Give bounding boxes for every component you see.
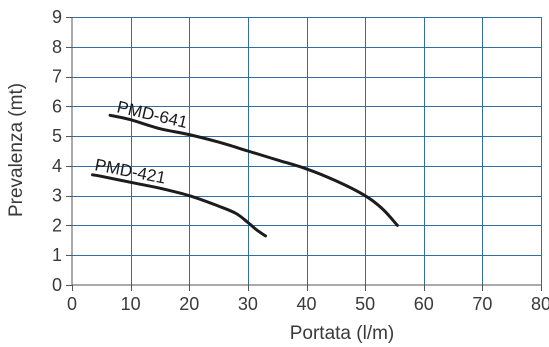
x-tick-label-50: 50 [355,294,375,314]
x-tick-label-20: 20 [179,294,199,314]
x-tick-label-80: 80 [531,294,549,314]
x-tick-label-30: 30 [238,294,258,314]
series-labels: PMD-641 PMD-421 [93,97,189,187]
y-tick-label-1: 1 [52,245,62,265]
y-tick-label-3: 3 [52,186,62,206]
x-tick-label-60: 60 [414,294,434,314]
series-line-pmd-641 [108,113,399,227]
x-tick-label-70: 70 [472,294,492,314]
x-axis-title: Portata (l/m) [290,323,395,344]
series-line-pmd-421 [91,173,267,238]
tick-labels: 0 10 20 30 40 50 60 70 80 0 1 2 3 4 5 6 7 8 9 [52,7,549,314]
grid [72,17,542,285]
y-tick-label-5: 5 [52,126,62,146]
axes [71,17,541,286]
x-tick-label-0: 0 [67,294,77,314]
y-tick-label-2: 2 [52,215,62,235]
y-tick-label-6: 6 [52,96,62,116]
y-tick-label-7: 7 [52,67,62,87]
y-tick-label-8: 8 [52,37,62,57]
x-tick-label-40: 40 [296,294,316,314]
x-tick-label-10: 10 [121,294,141,314]
y-tick-label-0: 0 [52,275,62,295]
y-tick-label-4: 4 [52,156,62,176]
y-axis-title: Prevalenza (mt) [6,83,27,217]
y-tick-label-9: 9 [52,7,62,27]
series-lines [91,113,399,238]
